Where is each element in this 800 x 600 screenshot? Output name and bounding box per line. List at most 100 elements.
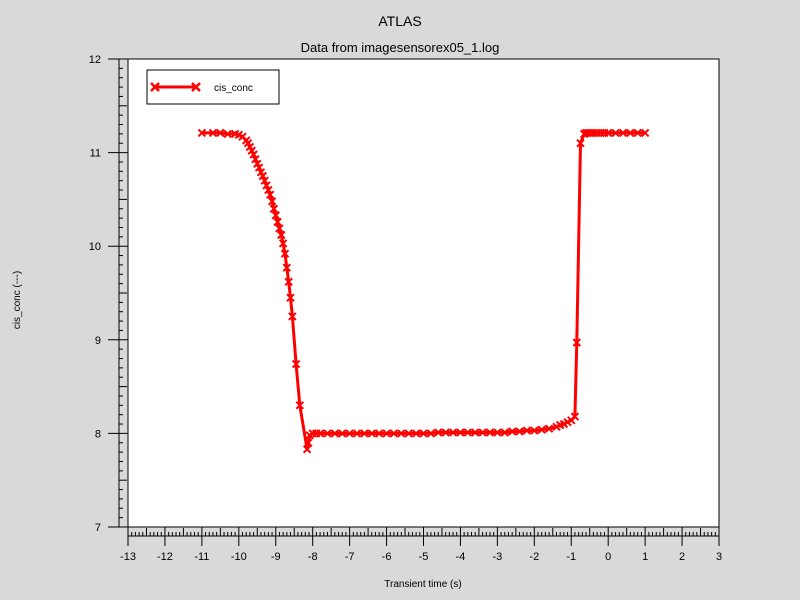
data-point xyxy=(258,171,268,181)
data-point-stroke xyxy=(238,132,247,141)
data-point-stroke xyxy=(537,425,546,434)
data-point xyxy=(216,128,225,138)
data-point-stroke xyxy=(470,428,480,437)
data-point-stroke xyxy=(530,426,539,435)
data-point xyxy=(611,128,620,138)
data-point-stroke xyxy=(286,293,295,302)
data-point xyxy=(515,427,524,436)
data-point-stroke xyxy=(367,429,377,438)
data-point-stroke xyxy=(576,138,585,148)
data-point-stroke xyxy=(352,429,362,438)
data-point xyxy=(251,154,260,164)
data-point-stroke xyxy=(500,428,510,437)
x-tick-label: -12 xyxy=(157,551,173,563)
data-point-stroke xyxy=(441,428,450,437)
data-point xyxy=(603,128,613,138)
data-point xyxy=(260,176,269,185)
data-point xyxy=(337,429,347,438)
data-point xyxy=(507,427,517,436)
data-point xyxy=(208,128,218,138)
data-point-stroke xyxy=(463,428,473,437)
data-point-stroke xyxy=(251,154,260,164)
data-point-stroke xyxy=(478,428,487,437)
data-point xyxy=(265,190,275,199)
data-point xyxy=(249,150,258,159)
legend-label: cis_conc xyxy=(214,83,253,94)
data-point-stroke xyxy=(282,263,292,272)
data-point xyxy=(288,312,297,321)
data-point-stroke xyxy=(273,217,282,227)
x-tick-label: 1 xyxy=(642,551,648,563)
data-point-stroke xyxy=(345,429,354,438)
data-point xyxy=(493,428,502,437)
x-tick-label: -8 xyxy=(308,551,318,563)
x-tick-label: -13 xyxy=(120,551,136,563)
y-tick-label: 9 xyxy=(95,335,101,347)
data-point-stroke xyxy=(626,128,635,138)
data-point-stroke xyxy=(249,150,258,159)
y-tick-label: 12 xyxy=(89,54,101,66)
data-point-stroke xyxy=(389,429,399,438)
data-point-stroke xyxy=(267,197,277,206)
data-point-stroke xyxy=(264,185,273,195)
data-point xyxy=(500,428,510,437)
data-point xyxy=(456,428,465,437)
data-point-stroke xyxy=(618,128,628,138)
data-point xyxy=(397,429,406,438)
data-point-stroke xyxy=(397,429,406,438)
y-axis: 7 8 9 10 11 12 xyxy=(89,54,128,534)
data-point xyxy=(411,429,421,438)
data-point-stroke xyxy=(434,428,443,437)
data-point-stroke xyxy=(456,428,465,437)
data-point xyxy=(448,428,458,437)
data-point-stroke xyxy=(271,211,281,220)
data-point xyxy=(478,428,487,437)
data-point xyxy=(633,128,642,138)
data-point-stroke xyxy=(288,312,297,321)
data-point-stroke xyxy=(640,128,650,138)
data-point xyxy=(470,428,480,437)
legend-marker-left xyxy=(150,82,160,92)
data-point xyxy=(330,429,340,438)
data-point xyxy=(626,128,635,138)
x-tick-label: -11 xyxy=(194,551,209,563)
data-point-stroke xyxy=(323,429,332,438)
data-point-stroke xyxy=(262,181,271,190)
data-point xyxy=(463,428,473,437)
data-point xyxy=(286,293,295,302)
x-tick-label: 3 xyxy=(716,551,722,563)
data-point xyxy=(302,445,312,454)
x-tick-label: -7 xyxy=(345,551,355,563)
data-point xyxy=(389,429,399,438)
data-point-stroke xyxy=(611,128,620,138)
data-point xyxy=(441,428,450,437)
data-point xyxy=(576,138,585,148)
data-point xyxy=(323,429,332,438)
data-point xyxy=(640,128,650,138)
data-point-stroke xyxy=(633,128,642,138)
data-point-stroke xyxy=(330,429,340,438)
data-point-stroke xyxy=(278,239,288,248)
y-axis-label: cis_conc (---) xyxy=(12,271,23,329)
data-point xyxy=(269,204,279,214)
data-point-stroke xyxy=(419,429,428,438)
data-point-stroke xyxy=(302,445,312,454)
y-tick-label: 7 xyxy=(95,522,101,534)
data-point-stroke xyxy=(493,428,502,437)
data-point xyxy=(485,428,495,437)
data-point-stroke xyxy=(230,129,240,139)
data-point xyxy=(352,429,362,438)
x-tick-label: -2 xyxy=(529,551,539,563)
legend: cis_conc xyxy=(146,69,280,105)
data-point-stroke xyxy=(382,429,391,438)
data-point-stroke xyxy=(234,130,244,140)
data-point xyxy=(275,224,284,233)
data-point xyxy=(419,429,428,438)
x-tick-label: 0 xyxy=(605,551,611,563)
data-point-stroke xyxy=(197,128,207,138)
data-point-stroke xyxy=(245,142,255,152)
data-point-stroke xyxy=(291,359,301,369)
x-axis-label: Transient time (s) xyxy=(384,579,461,590)
